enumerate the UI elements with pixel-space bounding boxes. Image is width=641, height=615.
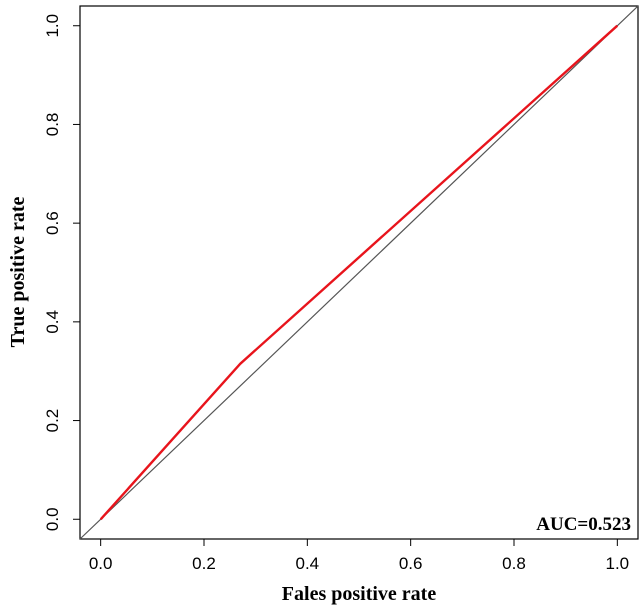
- x-tick-label: 0.8: [502, 554, 526, 573]
- y-tick-label: 0.6: [43, 211, 62, 235]
- x-tick-label: 0.4: [296, 554, 320, 573]
- auc-annotation: AUC=0.523: [536, 514, 631, 535]
- y-tick-label: 0.2: [43, 409, 62, 433]
- y-axis-title: True positive rate: [7, 197, 29, 348]
- x-tick-label: 0.0: [89, 554, 113, 573]
- y-tick-label: 0.8: [43, 113, 62, 137]
- y-tick-label: 0.0: [43, 507, 62, 531]
- x-axis: 0.0 0.2 0.4 0.6 0.8 1.0: [89, 539, 629, 573]
- x-axis-title: Fales positive rate: [282, 583, 437, 605]
- x-tick-label: 1.0: [606, 554, 630, 573]
- series-layer: [79, 5, 639, 540]
- y-axis: 0.0 0.2 0.4 0.6 0.8 1.0: [43, 14, 80, 531]
- x-tick-label: 0.6: [399, 554, 423, 573]
- plot-frame: [79, 5, 639, 540]
- y-tick-label: 1.0: [43, 14, 62, 38]
- roc-curve-line: [99, 24, 619, 521]
- x-tick-label: 0.2: [192, 554, 216, 573]
- reference-diagonal-line: [79, 5, 639, 540]
- y-tick-label: 0.4: [43, 310, 62, 334]
